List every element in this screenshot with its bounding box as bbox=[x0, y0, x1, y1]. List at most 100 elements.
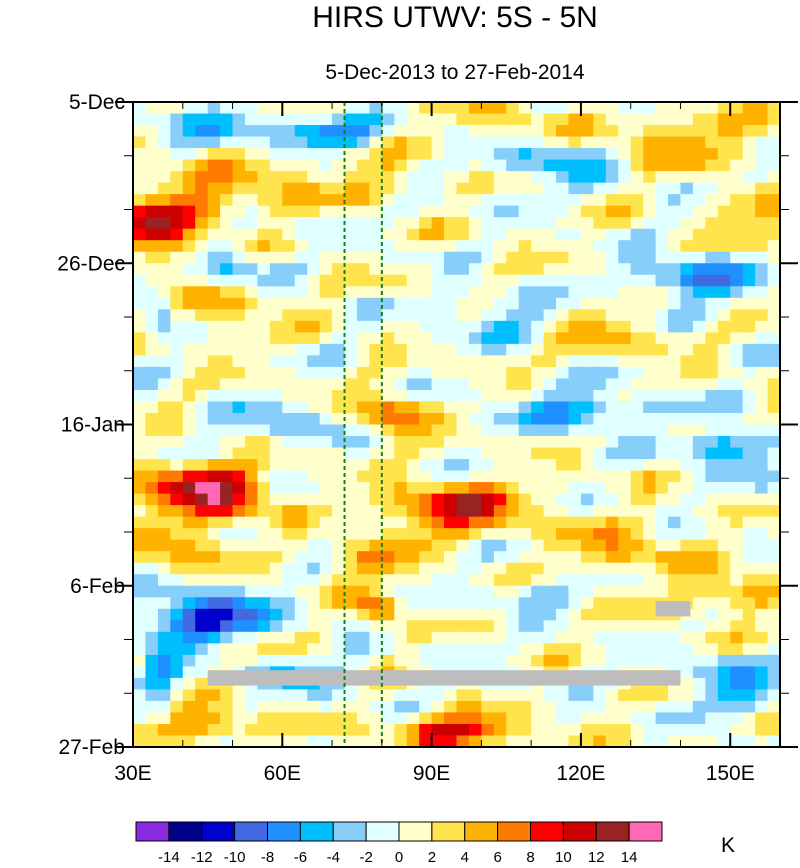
heatmap-cell bbox=[481, 228, 495, 241]
heatmap-cell bbox=[717, 401, 731, 414]
heatmap-cell bbox=[655, 436, 669, 449]
heatmap-cell bbox=[518, 171, 532, 184]
heatmap-cell bbox=[493, 574, 507, 587]
heatmap-cell bbox=[493, 171, 507, 184]
heatmap-cell bbox=[468, 585, 482, 598]
heatmap-cell bbox=[170, 309, 184, 322]
heatmap-cell bbox=[705, 551, 719, 564]
heatmap-cell bbox=[356, 528, 371, 541]
heatmap-cell bbox=[481, 482, 495, 495]
heatmap-cell bbox=[456, 528, 470, 541]
heatmap-cell bbox=[655, 712, 669, 725]
heatmap-cell bbox=[481, 516, 495, 529]
heatmap-cell bbox=[618, 493, 632, 506]
heatmap-cell bbox=[319, 389, 333, 403]
heatmap-cell bbox=[717, 102, 731, 115]
heatmap-cell bbox=[394, 320, 408, 333]
heatmap-cell bbox=[717, 355, 731, 368]
heatmap-cell bbox=[692, 240, 706, 253]
heatmap-cell bbox=[643, 723, 657, 737]
heatmap-cell bbox=[618, 562, 632, 575]
heatmap-cell bbox=[506, 297, 520, 310]
heatmap-cell bbox=[257, 228, 271, 241]
heatmap-cell bbox=[605, 574, 619, 587]
heatmap-cell bbox=[493, 228, 507, 241]
heatmap-cell bbox=[468, 654, 482, 667]
heatmap-cell bbox=[244, 125, 259, 138]
heatmap-cell bbox=[444, 654, 458, 667]
heatmap-cell bbox=[157, 597, 171, 610]
heatmap-cell bbox=[767, 424, 781, 437]
heatmap-cell bbox=[493, 136, 507, 149]
heatmap-cell bbox=[369, 436, 383, 449]
heatmap-cell bbox=[232, 389, 246, 403]
heatmap-cell bbox=[282, 562, 296, 575]
heatmap-cell bbox=[307, 539, 321, 552]
heatmap-cell bbox=[568, 482, 582, 495]
heatmap-cell bbox=[282, 389, 296, 403]
heatmap-cell bbox=[269, 585, 283, 598]
heatmap-cell bbox=[307, 654, 321, 667]
heatmap-cell bbox=[543, 539, 557, 552]
heatmap-cell bbox=[294, 574, 308, 587]
heatmap-cell bbox=[170, 516, 184, 529]
colorbar-tick-label: 0 bbox=[395, 849, 403, 863]
heatmap-cell bbox=[481, 182, 495, 195]
heatmap-cell bbox=[356, 182, 371, 195]
heatmap-cell bbox=[307, 205, 321, 218]
heatmap-cell bbox=[133, 528, 147, 541]
heatmap-cell bbox=[556, 159, 570, 172]
heatmap-cell bbox=[269, 332, 283, 345]
heatmap-cell bbox=[630, 182, 644, 195]
heatmap-cell bbox=[493, 516, 507, 529]
heatmap-cell bbox=[145, 735, 159, 748]
heatmap-cell bbox=[481, 286, 495, 299]
heatmap-cell bbox=[593, 723, 607, 737]
heatmap-cell bbox=[207, 102, 221, 115]
heatmap-cell bbox=[220, 597, 234, 610]
heatmap-cell bbox=[593, 505, 607, 518]
heatmap-cell bbox=[244, 735, 259, 748]
heatmap-cell bbox=[742, 148, 756, 161]
heatmap-cell bbox=[419, 320, 433, 333]
heatmap-cell bbox=[157, 228, 171, 241]
heatmap-cell bbox=[294, 459, 308, 472]
heatmap-cell bbox=[568, 700, 582, 714]
heatmap-cell bbox=[232, 516, 246, 529]
heatmap-cell bbox=[668, 343, 682, 356]
heatmap-cell bbox=[133, 205, 147, 218]
heatmap-cell bbox=[145, 297, 159, 310]
heatmap-cell bbox=[232, 102, 246, 115]
heatmap-cell bbox=[605, 102, 619, 115]
heatmap-cell bbox=[481, 597, 495, 610]
heatmap-cell bbox=[269, 148, 283, 161]
heatmap-cell bbox=[742, 666, 756, 679]
heatmap-cell bbox=[655, 505, 669, 518]
heatmap-cell bbox=[506, 562, 520, 575]
heatmap-cell bbox=[643, 631, 657, 644]
heatmap-cell bbox=[244, 194, 259, 207]
heatmap-cell bbox=[456, 712, 470, 725]
heatmap-cell bbox=[381, 424, 395, 437]
heatmap-cell bbox=[133, 677, 147, 691]
heatmap-cell bbox=[207, 620, 221, 633]
heatmap-cell bbox=[680, 562, 694, 575]
heatmap-cell bbox=[568, 251, 582, 264]
heatmap-cell bbox=[444, 274, 458, 287]
heatmap-cell bbox=[182, 136, 196, 149]
heatmap-cell bbox=[717, 171, 731, 184]
heatmap-cell bbox=[643, 700, 657, 714]
heatmap-cell bbox=[195, 551, 209, 564]
heatmap-cell bbox=[518, 309, 532, 322]
heatmap-cell bbox=[605, 654, 619, 667]
heatmap-cell bbox=[419, 505, 433, 518]
heatmap-cell bbox=[668, 102, 682, 115]
heatmap-cell bbox=[767, 182, 781, 195]
heatmap-cell bbox=[630, 286, 644, 299]
heatmap-cell bbox=[605, 562, 619, 575]
heatmap-cell bbox=[444, 516, 458, 529]
heatmap-cell bbox=[344, 447, 358, 460]
heatmap-cell bbox=[381, 332, 395, 345]
heatmap-cell bbox=[742, 251, 756, 264]
